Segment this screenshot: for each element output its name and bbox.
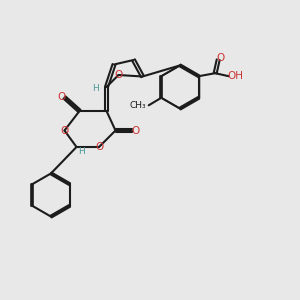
Text: OH: OH <box>227 71 243 81</box>
Text: H: H <box>79 147 85 156</box>
Text: O: O <box>57 92 66 103</box>
Text: O: O <box>131 125 139 136</box>
Text: CH₃: CH₃ <box>129 101 146 110</box>
Text: H: H <box>92 84 98 93</box>
Text: O: O <box>217 53 225 63</box>
Text: O: O <box>60 125 69 136</box>
Text: O: O <box>114 70 123 80</box>
Text: O: O <box>95 142 103 152</box>
